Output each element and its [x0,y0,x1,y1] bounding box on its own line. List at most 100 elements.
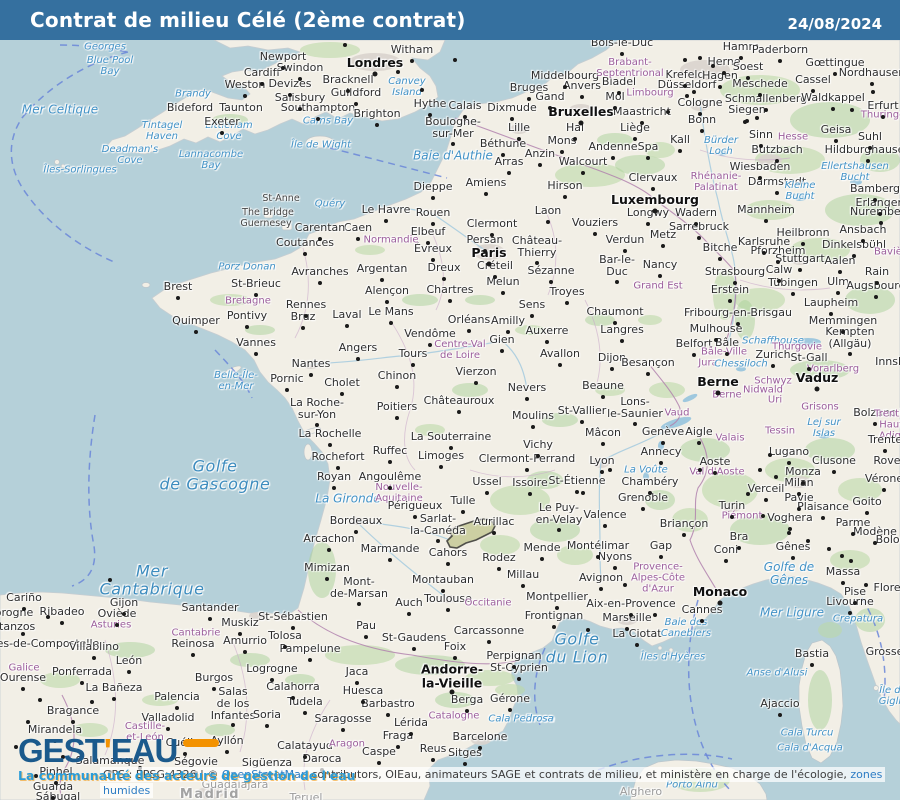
city-dot [778,713,782,717]
place-label: Waldkappel [801,90,865,104]
city-dot [21,687,25,691]
city-dot [238,632,242,636]
place-label: Château- Thierry [511,233,563,259]
city-dot [283,645,287,649]
region-label: Tessin [764,425,796,437]
place-label: Sézanne [527,263,575,277]
place-label: La Bañeza [85,680,143,694]
place-label: St-Étienne [548,473,606,487]
place-label: Berne [697,374,739,390]
city-dot [832,470,836,474]
place-label: Nuremberg [849,204,900,218]
city-dot [243,94,247,98]
place-label: Montauban [412,572,474,586]
openstreetmap-link[interactable]: OpenStreetMap [221,768,308,781]
small-islands [54,135,879,691]
place-label: Mol [605,89,625,103]
region-label: Bretagne [225,295,271,307]
city-dot [166,727,170,731]
place-label: Tübingen [768,275,818,289]
city-dot [853,601,857,605]
sea-label: La Voûte [624,464,668,476]
city-dot [396,70,400,74]
city-dot [788,527,792,531]
city-dot [578,120,584,126]
place-label: Ruffec [372,443,408,457]
city-dot [745,119,749,123]
place-label: Issoire [512,475,548,489]
place-label: Bâle [714,335,740,349]
place-label: Gand [535,89,565,103]
place-label: Pampelune [279,641,341,655]
city-dot [613,321,617,325]
city-dot [328,443,332,447]
region-label: Galice [8,662,40,674]
city-dot [883,449,887,453]
city-dot [127,670,131,674]
city-dot [291,626,295,630]
place-label: Carentan [294,220,346,234]
city-dot [661,441,665,445]
place-label: Langres [600,322,644,336]
place-label: Dixmude [487,100,537,114]
place-label: Monza [785,464,821,478]
place-label: Angoulême [358,469,422,483]
city-dot [697,236,701,240]
city-dot [608,468,612,472]
place-label: Rouen [415,205,451,219]
region-label: Grisons [801,401,839,413]
city-dot [345,324,349,328]
region-label: Vaud [664,407,690,419]
sea-label: Cala Pedrosa [488,713,554,725]
city-dot [728,299,732,303]
city-dot [711,64,715,68]
city-dot [713,471,717,475]
place-label: Aalen [824,253,856,267]
city-dot [412,647,416,651]
place-label: Hildburghausen [824,142,900,156]
place-label: Oviède [97,606,137,620]
city-dot [22,607,26,611]
city-dot [377,761,381,765]
city-dot [478,746,482,750]
city-dot [357,602,361,606]
place-label: Voghera [767,510,813,524]
place-label: Soest [732,59,764,73]
city-dot [865,511,869,515]
city-dot [625,627,629,631]
place-label: Gérone [489,691,531,705]
city-dot [407,612,411,616]
place-label: St-Anne [262,192,300,204]
place-label: Sinn [749,127,773,141]
city-dot [465,709,469,713]
city-dot [692,90,696,94]
cele-watershed-highlight[interactable] [446,518,496,549]
city-dot [611,156,615,160]
city-dot [501,153,505,157]
place-label: Salas de los Infantes [210,684,256,723]
place-label: Clermont-Ferrand [478,451,576,465]
city-dot [530,314,534,318]
city-dot [552,625,556,629]
place-label: Livourne [826,594,874,608]
sea-label: Île de Giglio [878,685,900,707]
gesteau-logo-text: GEST'EAU [18,734,356,767]
place-label: Mont- de-Marsan [330,574,388,600]
city-dot [388,486,392,490]
attribution-bar: GPS : EPSG:4326 | © OpenStreetMap contri… [100,767,900,799]
city-dot [814,386,820,392]
region-label: Uri [767,394,783,406]
zones-humides-link[interactable]: zones humides [103,768,883,797]
city-dot [115,623,119,627]
place-label: Bracknell [322,72,374,86]
city-dot [685,94,689,98]
gesteau-logo[interactable]: GEST'EAU La communauté des acteurs de ge… [18,734,356,783]
place-label: Amilly [491,313,525,327]
city-dot [868,146,872,150]
place-label: Fribourg-en-Brisgau [684,305,792,319]
city-dot [431,196,435,200]
place-label: Bideford [166,100,214,114]
city-dot [21,632,25,636]
city-dot [870,82,874,86]
place-label: Vendôme [404,326,456,340]
